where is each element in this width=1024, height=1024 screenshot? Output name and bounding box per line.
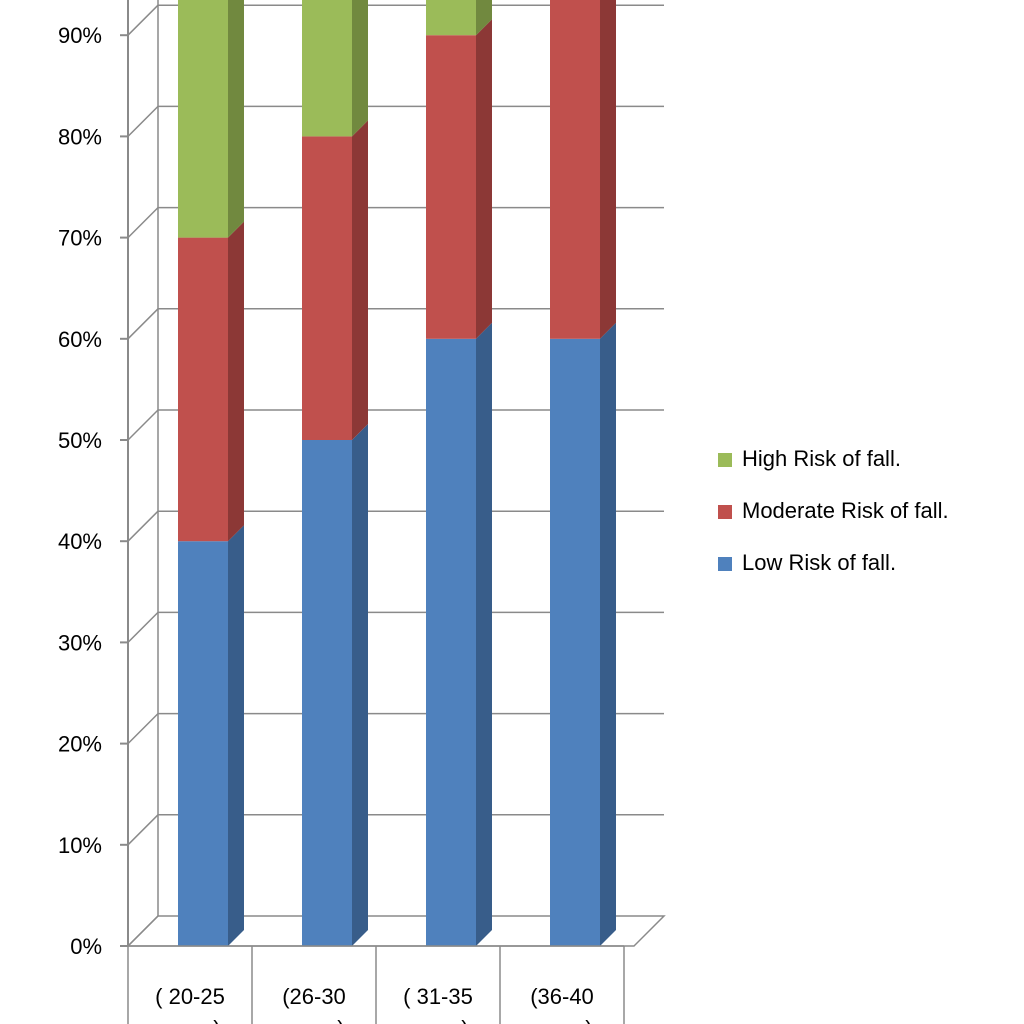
x-tick-label: (26-30 — [282, 984, 346, 1009]
bar-front-face — [426, 35, 476, 339]
bar-side-face — [352, 424, 368, 946]
x-tick-label: ( 31-35 — [403, 984, 473, 1009]
axis-layer: 0% 10% 20% 30% 40% 50% 60% 70% 80% 90% — [58, 0, 159, 959]
gridline-diagonal — [127, 4, 159, 36]
bar-side-face — [476, 0, 492, 36]
legend-label-low: Low Risk of fall. — [742, 550, 897, 575]
bar-segment — [178, 221, 244, 542]
legend-swatch-moderate — [718, 505, 732, 519]
legend-label-high: High Risk of fall. — [742, 446, 901, 471]
gridline-diagonal — [127, 207, 159, 239]
y-tick-label: 80% — [58, 124, 102, 149]
bar-side-face — [476, 322, 492, 946]
x-labels-layer: ( 20-25 years) (26-30 years) ( 31-35 years) (3… — [127, 945, 625, 1024]
gridline-diagonal — [127, 105, 159, 137]
y-tick-label: 90% — [58, 23, 102, 48]
bar-segment — [178, 525, 244, 946]
legend-label-moderate: Moderate Risk of fall. — [742, 498, 949, 523]
y-tick-label: 0% — [70, 934, 102, 959]
bar-side-face — [352, 0, 368, 137]
bar-front-face — [302, 440, 352, 946]
bar-front-face — [302, 0, 352, 137]
y-tick-label: 30% — [58, 630, 102, 655]
bar-side-face — [600, 0, 616, 339]
y-tick-label: 40% — [58, 529, 102, 554]
bar-front-face — [550, 0, 600, 339]
bar-front-face — [302, 136, 352, 440]
gridline-diagonal — [127, 814, 159, 846]
x-tick-label: ( 20-25 — [155, 984, 225, 1009]
legend-swatch-low — [718, 557, 732, 571]
bar-front-face — [178, 237, 228, 542]
y-tick-label: 10% — [58, 833, 102, 858]
x-tick-label: years) — [159, 1016, 220, 1024]
y-tick-label: 50% — [58, 428, 102, 453]
x-tick-label: years) — [407, 1016, 468, 1024]
bar-segment — [550, 0, 616, 339]
bar-segment — [178, 0, 244, 238]
bar-segment — [302, 120, 368, 441]
gridline-diagonal — [127, 308, 159, 340]
y-tick-label: 60% — [58, 327, 102, 352]
bar-side-face — [228, 525, 244, 946]
gridline-diagonal — [127, 409, 159, 441]
bar-segment — [426, 322, 492, 946]
bar-front-face — [178, 541, 228, 946]
bar-side-face — [476, 19, 492, 339]
bar-segment — [302, 424, 368, 946]
bar-segment — [302, 0, 368, 137]
x-tick-label: years) — [283, 1016, 344, 1024]
x-tick-label: (36-40 — [530, 984, 594, 1009]
bar-segment — [426, 0, 492, 36]
bar-side-face — [600, 322, 616, 946]
bar-segment — [550, 322, 616, 946]
bar-side-face — [228, 0, 244, 238]
gridline-diagonal — [127, 713, 159, 745]
y-tick-label: 70% — [58, 226, 102, 251]
gridline-diagonal — [127, 611, 159, 643]
bar-front-face — [550, 338, 600, 946]
bar-front-face — [426, 0, 476, 36]
bar-front-face — [178, 0, 228, 238]
bars-layer — [178, 0, 616, 946]
legend-swatch-high — [718, 453, 732, 467]
bar-side-face — [352, 120, 368, 441]
bar-segment — [426, 19, 492, 339]
x-tick-label: years) — [531, 1016, 592, 1024]
gridline-diagonal — [127, 510, 159, 542]
bar-side-face — [228, 221, 244, 542]
bar-front-face — [426, 338, 476, 946]
y-tick-label: 20% — [58, 732, 102, 757]
